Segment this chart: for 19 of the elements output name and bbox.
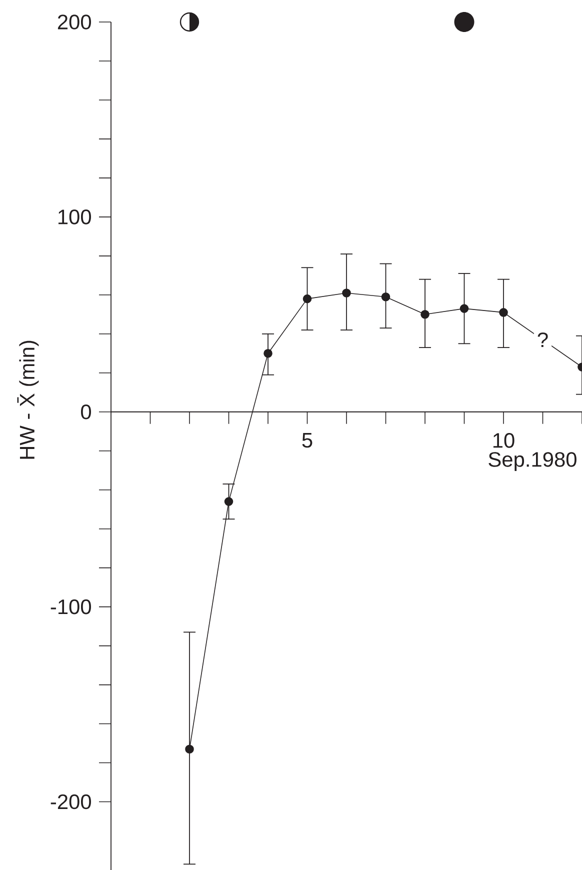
y-tick-label: 100 bbox=[58, 210, 91, 224]
x-tick-label: 5 bbox=[302, 433, 312, 448]
point bbox=[302, 294, 312, 304]
annotation: ? bbox=[538, 332, 548, 348]
y-axis-title: HW - X̄ (min) bbox=[17, 340, 39, 459]
point bbox=[460, 304, 469, 313]
y-tick-label: 200 bbox=[58, 14, 91, 30]
point bbox=[420, 310, 430, 319]
y-tick-label: 0 bbox=[81, 404, 92, 420]
x-axis-title: Sep.1980 bbox=[488, 452, 576, 472]
y-tick-label: -100 bbox=[50, 599, 91, 614]
point bbox=[224, 497, 234, 506]
point bbox=[185, 744, 194, 754]
point bbox=[499, 308, 508, 317]
x-tick-label: 10 bbox=[493, 433, 514, 448]
point bbox=[381, 292, 390, 302]
point bbox=[264, 348, 272, 358]
y-tick-label: -200 bbox=[50, 794, 91, 810]
point bbox=[342, 288, 351, 298]
